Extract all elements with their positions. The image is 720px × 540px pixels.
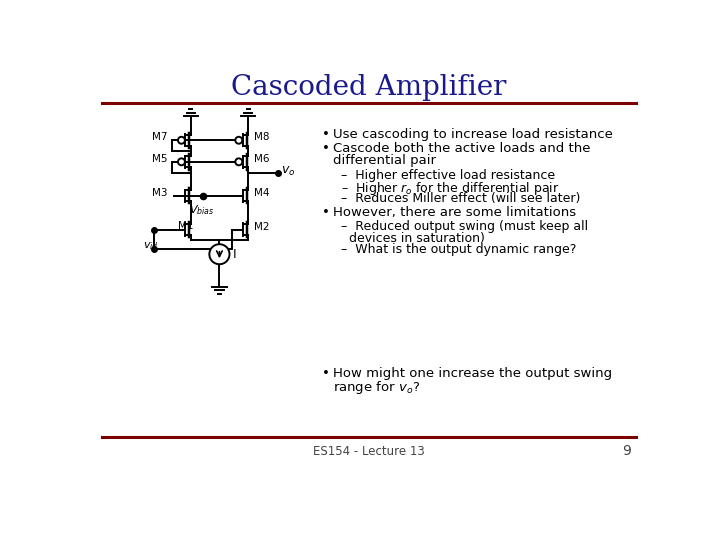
Circle shape xyxy=(210,244,230,264)
Text: ES154 - Lecture 13: ES154 - Lecture 13 xyxy=(313,445,425,458)
Text: M7: M7 xyxy=(152,132,168,142)
Text: I: I xyxy=(233,248,236,261)
Text: $v_{id}$: $v_{id}$ xyxy=(143,240,159,252)
Text: –  Reduces Miller effect (will see later): – Reduces Miller effect (will see later) xyxy=(341,192,580,205)
Text: However, there are some limitations: However, there are some limitations xyxy=(333,206,577,219)
Text: M3: M3 xyxy=(152,187,168,198)
Circle shape xyxy=(178,158,185,165)
Text: –  What is the output dynamic range?: – What is the output dynamic range? xyxy=(341,244,577,256)
Text: M4: M4 xyxy=(254,187,270,198)
Text: M5: M5 xyxy=(152,154,168,164)
Text: M2: M2 xyxy=(254,221,270,232)
Text: –  Higher $r_o$ for the differential pair: – Higher $r_o$ for the differential pair xyxy=(341,180,559,197)
Text: •: • xyxy=(323,128,330,141)
Text: M6: M6 xyxy=(254,154,270,164)
Text: Cascode both the active loads and the: Cascode both the active loads and the xyxy=(333,142,591,155)
Text: –  Reduced output swing (must keep all: – Reduced output swing (must keep all xyxy=(341,220,588,233)
Text: M8: M8 xyxy=(254,132,270,142)
Text: How might one increase the output swing: How might one increase the output swing xyxy=(333,367,613,380)
Text: range for $v_o$?: range for $v_o$? xyxy=(333,379,420,396)
Text: 9: 9 xyxy=(622,444,631,458)
Circle shape xyxy=(178,137,185,144)
Text: Use cascoding to increase load resistance: Use cascoding to increase load resistanc… xyxy=(333,128,613,141)
Text: $V_{bias}$: $V_{bias}$ xyxy=(189,204,215,217)
Text: Cascoded Amplifier: Cascoded Amplifier xyxy=(231,75,507,102)
Text: •: • xyxy=(323,367,330,380)
Text: $v_o$: $v_o$ xyxy=(282,165,296,178)
Text: devices in saturation): devices in saturation) xyxy=(349,232,485,245)
Circle shape xyxy=(235,158,243,165)
Text: M1: M1 xyxy=(179,221,194,231)
Text: •: • xyxy=(323,206,330,219)
Text: –  Higher effective load resistance: – Higher effective load resistance xyxy=(341,168,555,182)
Text: •: • xyxy=(323,142,330,155)
Circle shape xyxy=(235,137,243,144)
Text: differential pair: differential pair xyxy=(333,154,436,167)
